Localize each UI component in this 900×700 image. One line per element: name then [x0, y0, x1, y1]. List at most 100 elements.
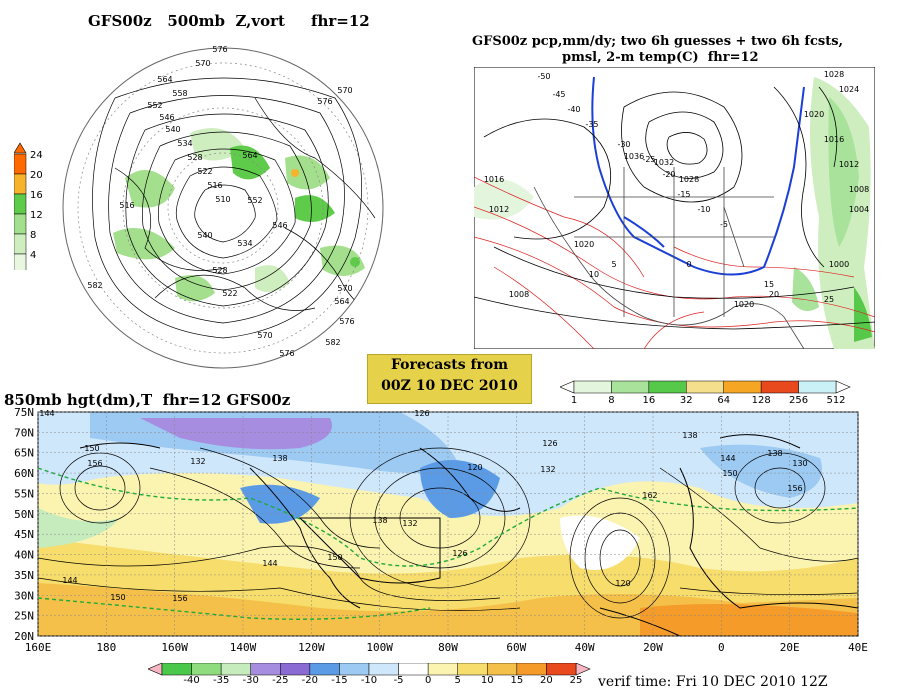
colorbar-swatch — [14, 213, 27, 235]
height-label: 130 — [792, 459, 807, 468]
height-label: 138 — [682, 431, 697, 440]
pressure-label: 1004 — [849, 205, 869, 214]
contour-label: 552 — [247, 196, 262, 205]
pressure-label: 1000 — [829, 260, 849, 269]
colorbar-tick-label: 128 — [752, 395, 771, 405]
contour-label: 528 — [187, 153, 202, 162]
contour-label: 570 — [195, 59, 210, 68]
contour-label: 522 — [197, 167, 212, 176]
colorbar-swatch — [309, 663, 340, 676]
contour-label: 576 — [212, 45, 227, 54]
freezing-line — [591, 76, 805, 276]
polar-map-boundary — [62, 47, 384, 369]
colorbar-tick-label: -35 — [213, 675, 229, 683]
contour-label: 570 — [337, 86, 352, 95]
colorbar-swatch — [798, 380, 837, 394]
colorbar-right-arrow-icon — [575, 663, 591, 676]
pressure-label: 1008 — [849, 185, 869, 194]
panel-850mb-colorbar: -40 -35 -30 -25 -20 -15 -10 -5 0 5 10 15 20 25 — [148, 663, 591, 683]
contour-label: 576 — [279, 349, 294, 358]
contour-label: 546 — [272, 221, 287, 230]
lon-tick-label: 120W — [298, 641, 325, 653]
temperature-label: 20 — [769, 290, 779, 299]
lon-tick-label: 80W — [438, 641, 458, 653]
pressure-label: 1012 — [839, 160, 859, 169]
contour-label: 558 — [172, 89, 187, 98]
lon-tick-label: 40E — [848, 641, 868, 653]
colorbar-swatch — [546, 663, 577, 676]
colorbar-tick-label: 0 — [425, 675, 431, 683]
lat-tick-label: 50N — [14, 508, 34, 521]
height-label: 144 — [262, 559, 277, 568]
height-label: 144 — [62, 576, 77, 585]
colorbar-tick-label: 20 — [540, 675, 553, 683]
contour-label: 534 — [177, 139, 192, 148]
contour-label: 570 — [257, 331, 272, 340]
colorbar-tick-label: 24 — [30, 150, 43, 161]
height-label: 126 — [542, 439, 557, 448]
height-label: 156 — [87, 459, 102, 468]
contour-label: 516 — [207, 181, 222, 190]
lon-tick-label: 160W — [161, 641, 188, 653]
height-label: 138 — [767, 449, 782, 458]
height-label: 138 — [372, 516, 387, 525]
colorbar-tick-label: -15 — [331, 675, 347, 683]
colorbar-swatch — [686, 380, 724, 394]
forecast-init-line1: Forecasts from — [390, 357, 509, 373]
contour-label: 540 — [197, 231, 212, 240]
temperature-label: 25 — [824, 295, 834, 304]
colorbar-tick-label: 512 — [826, 395, 845, 405]
colorbar-tick-label: 1 — [571, 395, 577, 405]
temperature-label: -35 — [585, 120, 598, 129]
colorbar-tick-label: 4 — [30, 250, 36, 261]
lat-tick-label: 20N — [14, 630, 34, 643]
height-label: 150 — [327, 553, 342, 562]
lon-tick-label: 40W — [575, 641, 595, 653]
colorbar-swatch — [191, 663, 222, 676]
precip-shading — [474, 77, 875, 349]
panel-precip-map: 1028102410201016101210081004100010361032… — [474, 67, 875, 349]
contour-label: 582 — [87, 281, 102, 290]
contour-label: 564 — [157, 75, 172, 84]
height-label: 150 — [84, 444, 99, 453]
contour-label: 522 — [222, 289, 237, 298]
lon-tick-label: 180 — [96, 641, 116, 653]
colorbar-swatch — [14, 193, 27, 215]
contour-label: 510 — [215, 195, 230, 204]
colorbar-left-arrow-icon — [148, 663, 163, 676]
pressure-label: 1016 — [484, 175, 504, 184]
colorbar-tick-label: 5 — [455, 675, 461, 683]
height-label: 120 — [467, 463, 482, 472]
colorbar-swatch — [280, 663, 311, 676]
pressure-label: 1032 — [654, 158, 674, 167]
panel-500mb-colorbar: 24 20 16 12 8 4 — [14, 142, 43, 270]
height-label: 156 — [172, 594, 187, 603]
temperature-label: -30 — [617, 140, 630, 149]
colorbar-swatch — [250, 663, 281, 676]
freezing-contour-850 — [38, 467, 858, 620]
lon-tick-label: 140W — [230, 641, 257, 653]
colorbar-tick-label: 15 — [510, 675, 523, 683]
coastline-outline — [533, 167, 805, 349]
lat-tick-label: 40N — [14, 549, 34, 562]
panel-500mb-map: 5765705645585525465405345285225165105825… — [62, 45, 384, 369]
height-label: 156 — [787, 484, 802, 493]
height-label: 126 — [452, 549, 467, 558]
height-label: 132 — [402, 519, 417, 528]
temperature-label: -25 — [642, 155, 655, 164]
temperature-label: 15 — [764, 280, 774, 289]
panel-850mb-map: 75N 70N 65N 60N 55N 50N 45N 40N 35N 30N 25N 20N 160… — [14, 408, 868, 653]
colorbar-swatch — [760, 380, 799, 394]
verification-time: verif time: Fri 10 DEC 2010 12Z — [598, 674, 828, 690]
pressure-label: 1012 — [489, 205, 509, 214]
height-label: 150 — [110, 593, 125, 602]
temperature-label: -40 — [567, 105, 580, 114]
lon-tick-label: 20E — [780, 641, 800, 653]
lon-tick-label: 20W — [643, 641, 663, 653]
colorbar-swatch — [398, 663, 429, 676]
panel-precip-colorbar: 1 8 16 32 64 128 256 512 — [560, 380, 851, 405]
colorbar-swatch — [723, 380, 762, 394]
temperature-label: -45 — [552, 90, 565, 99]
lat-tick-label: 30N — [14, 589, 34, 602]
height-label: 132 — [540, 465, 555, 474]
